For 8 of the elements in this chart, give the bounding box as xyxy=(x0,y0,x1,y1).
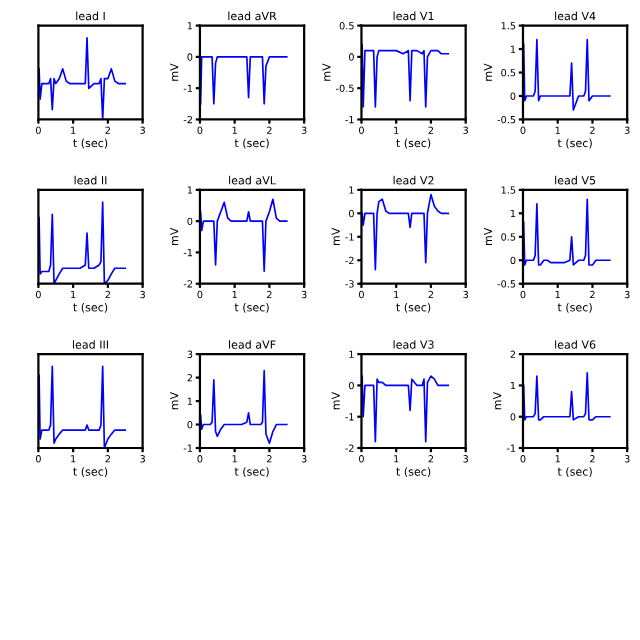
line-series xyxy=(522,372,611,421)
line-series xyxy=(199,56,288,105)
line-series xyxy=(522,198,611,266)
line-series xyxy=(199,369,288,445)
line-series xyxy=(361,375,450,443)
line-series xyxy=(361,193,450,271)
line-series xyxy=(199,198,288,273)
line-series xyxy=(522,38,611,111)
